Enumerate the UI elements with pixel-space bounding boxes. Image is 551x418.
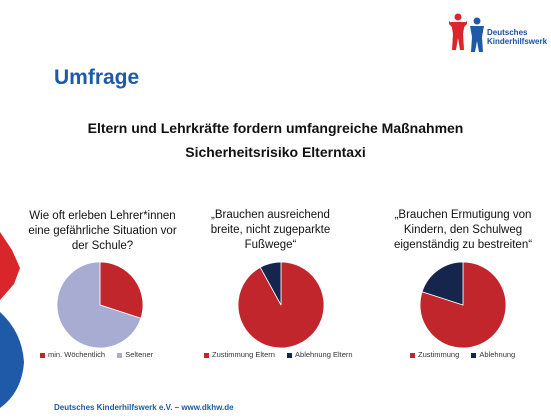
chart-1-question-line: Wie oft erleben Lehrer*innen	[29, 210, 176, 222]
chart-3-legend: Zustimmung Ablehnung	[410, 350, 525, 359]
blue-side-shape	[0, 312, 24, 408]
chart-1-question: Wie oft erleben Lehrer*innen eine gefähr…	[10, 209, 195, 254]
legend-swatch	[410, 352, 415, 358]
logo-line-2: Kinderhilfswerk	[487, 37, 548, 46]
chart-2-legend: Zustimmung Eltern Ablehnung Eltern	[204, 350, 363, 359]
legend-item: Ablehnung Eltern	[287, 350, 353, 359]
chart-2-question-line: „Brauchen ausreichend	[211, 209, 330, 221]
chart-2-question-line: breite, nicht zugeparkte	[210, 224, 331, 236]
logo-line-1: Deutsches	[487, 28, 528, 37]
children-figures-icon	[449, 13, 484, 52]
legend-label: Ablehnung	[479, 350, 516, 359]
pie-slice-ablehnung-eltern	[259, 261, 282, 306]
chart-2-question-line: Fußwege“	[244, 239, 297, 251]
legend-swatch	[117, 352, 123, 358]
chart-1-legend: min. Wöchentlich Seltener	[40, 350, 163, 359]
legend-label: Ablehnung Eltern	[295, 350, 353, 359]
pie-slice-ablehnung	[421, 261, 464, 306]
pie-slice-seltener	[56, 261, 142, 349]
chart-1-pie	[56, 261, 144, 349]
red-side-shape	[0, 232, 20, 300]
legend-item: Seltener	[117, 350, 153, 359]
legend-swatch	[204, 352, 209, 358]
chart-1-question-line: eine gefährliche Situation vor	[28, 225, 177, 237]
legend-label: Zustimmung	[418, 350, 460, 359]
footer-text: Deutsches Kinderhilfswerk e.V. – www.dkh…	[54, 403, 234, 412]
legend-swatch	[471, 352, 477, 358]
brand-logo	[449, 12, 549, 54]
chart-3-question-line: eigenständig zu bestreiten“	[393, 239, 533, 251]
legend-item: Zustimmung Eltern	[204, 350, 275, 359]
pie-slice-min-w-chentlich	[99, 261, 144, 319]
legend-item: min. Wöchentlich	[40, 350, 105, 359]
chart-1-question-line: der Schule?	[71, 240, 134, 252]
chart-2-pie	[237, 261, 325, 349]
page-heading: Umfrage	[54, 66, 140, 89]
chart-3-pie	[419, 261, 507, 349]
chart-3-question: „Brauchen Ermutigung von Kindern, den Sc…	[378, 208, 548, 253]
legend-item: Ablehnung	[471, 350, 515, 359]
legend-label: min. Wöchentlich	[48, 350, 106, 359]
legend-label: Seltener	[125, 350, 154, 359]
subtitle-line-2: Sicherheitsrisiko Elterntaxi	[185, 144, 366, 160]
logo-wordmark: Deutsches Kinderhilfswerk	[487, 28, 547, 46]
legend-swatch	[40, 352, 45, 358]
legend-item: Zustimmung	[410, 350, 459, 359]
legend-label: Zustimmung Eltern	[212, 350, 275, 359]
chart-2-question: „Brauchen ausreichend breite, nicht zuge…	[193, 208, 348, 253]
chart-3-question-line: Kindern, den Schulweg	[403, 224, 523, 236]
subtitle-line-1: Eltern und Lehrkräfte fordern umfangreic…	[87, 120, 464, 136]
legend-swatch	[287, 352, 293, 358]
chart-3-question-line: „Brauchen Ermutigung von	[394, 209, 532, 221]
